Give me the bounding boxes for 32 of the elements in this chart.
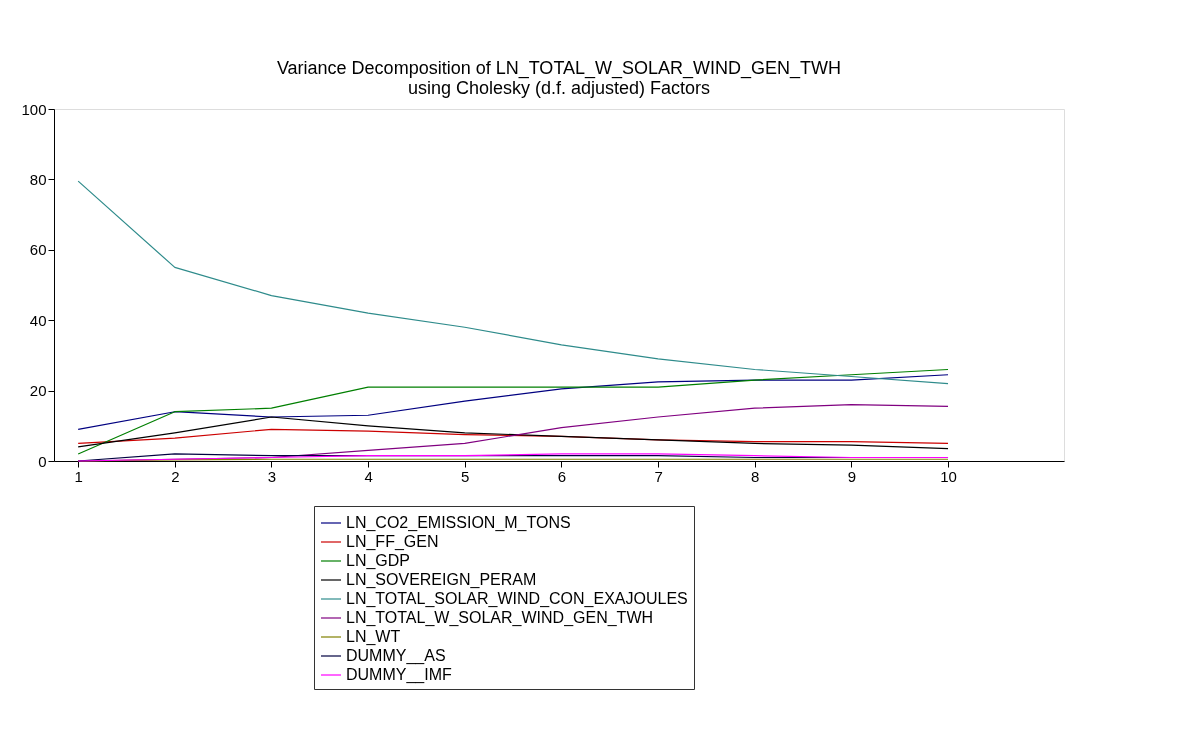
line-series xyxy=(77,180,949,385)
legend-label: LN_TOTAL_SOLAR_WIND_CON_EXAJOULES xyxy=(346,590,688,608)
x-tick-label: 4 xyxy=(364,467,373,485)
legend-label: LN_GDP xyxy=(346,552,411,570)
legend-label: LN_CO2_EMISSION_M_TONS xyxy=(346,514,571,532)
line-series xyxy=(77,374,949,430)
x-tick-label: 8 xyxy=(751,467,760,485)
x-tick-label: 2 xyxy=(171,467,180,485)
x-tick-label: 6 xyxy=(557,467,567,485)
legend-label: LN_TOTAL_W_SOLAR_WIND_GEN_TWH xyxy=(346,609,654,627)
legend-label: LN_WT xyxy=(346,628,401,646)
x-tick-label: 9 xyxy=(847,467,857,485)
line-series xyxy=(77,453,949,462)
y-tick-label: 0 xyxy=(38,452,47,470)
line-series xyxy=(77,368,949,455)
y-tick-label: 20 xyxy=(29,382,47,400)
y-tick-label: 80 xyxy=(29,170,47,188)
legend-label: DUMMY__AS xyxy=(346,647,446,665)
legend-label: LN_FF_GEN xyxy=(346,533,439,551)
line-series xyxy=(77,416,949,450)
chart-subtitle: using Cholesky (d.f. adjusted) Factors xyxy=(407,78,711,98)
chart-title: Variance Decomposition of LN_TOTAL_W_SOLAR_WIND_GEN_TWH xyxy=(276,58,842,79)
y-tick-label: 60 xyxy=(29,241,47,259)
x-tick-label: 10 xyxy=(940,467,957,485)
x-tick-label: 1 xyxy=(74,467,83,485)
y-tick-label: 40 xyxy=(29,311,47,329)
x-tick-label: 3 xyxy=(267,467,277,485)
x-tick-label: 5 xyxy=(461,467,470,485)
x-tick-label: 7 xyxy=(654,467,663,485)
y-tick-label: 100 xyxy=(21,100,47,118)
legend-label: DUMMY__IMF xyxy=(346,666,453,684)
legend-label: LN_SOVEREIGN_PERAM xyxy=(346,571,537,589)
